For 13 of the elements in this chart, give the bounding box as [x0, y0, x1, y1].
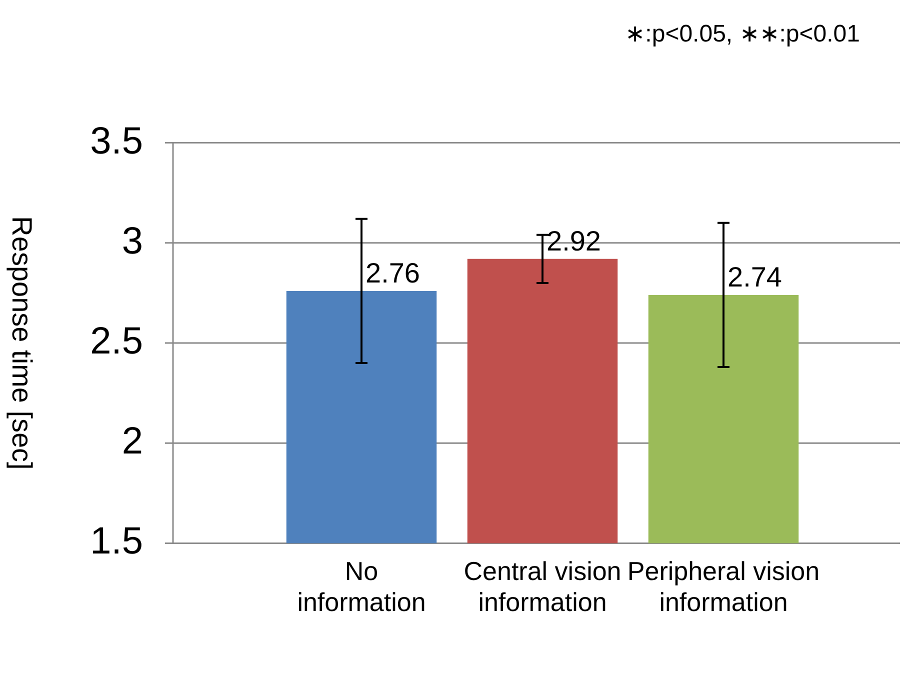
y-tick-label: 3.5: [90, 120, 143, 162]
y-axis-title: Response time [sec]: [6, 216, 38, 470]
y-tick-label: 2.5: [90, 320, 143, 362]
data-label: 2.74: [728, 262, 782, 293]
x-tick-label: Central vision information: [464, 556, 622, 618]
x-tick-label: No information: [297, 556, 426, 618]
y-tick-label: 2: [122, 420, 143, 463]
y-tick-label: 1.5: [90, 520, 143, 563]
data-label: 2.92: [546, 226, 601, 257]
y-tick-label: 3: [122, 220, 143, 262]
x-tick-label: Peripheral vision information: [627, 556, 820, 618]
data-label: 2.76: [366, 258, 420, 289]
text: ∗:p<0.05, ∗∗:p<0.01: [625, 20, 860, 48]
